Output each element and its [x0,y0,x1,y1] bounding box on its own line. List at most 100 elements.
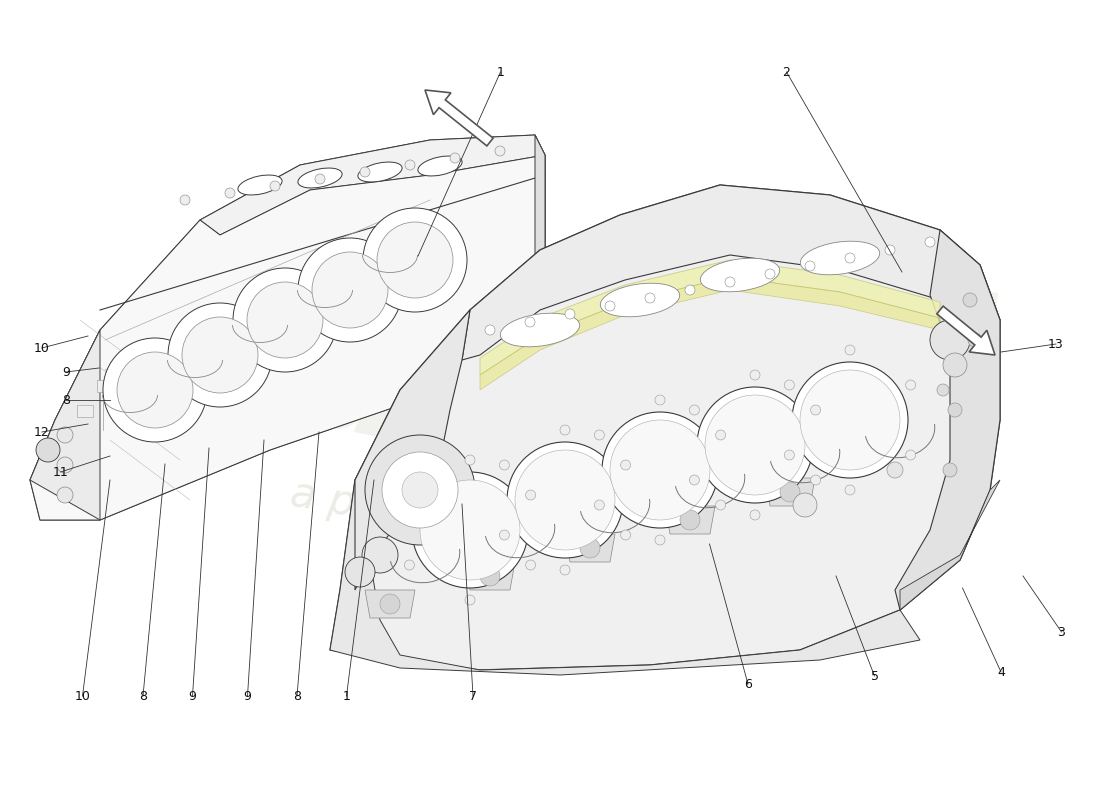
Circle shape [948,403,962,417]
Circle shape [705,395,805,495]
Circle shape [168,303,272,407]
Circle shape [180,195,190,205]
Polygon shape [895,230,1000,610]
Circle shape [943,353,967,377]
Circle shape [792,362,908,478]
Text: 8: 8 [62,394,70,406]
Circle shape [968,333,982,347]
Circle shape [36,438,60,462]
Text: 3: 3 [1057,626,1066,638]
Text: 9: 9 [243,690,252,702]
Circle shape [594,430,604,440]
Circle shape [360,167,370,177]
Polygon shape [565,534,615,562]
Circle shape [925,237,935,247]
Circle shape [784,450,794,460]
Circle shape [594,500,604,510]
Circle shape [800,370,900,470]
Ellipse shape [298,168,342,188]
Circle shape [620,460,630,470]
Polygon shape [97,380,113,392]
Circle shape [248,282,323,358]
Circle shape [845,345,855,355]
Text: 8: 8 [139,690,147,702]
Text: 8: 8 [293,690,301,702]
Circle shape [560,425,570,435]
Polygon shape [200,135,544,235]
Circle shape [725,277,735,287]
Circle shape [811,475,821,485]
Polygon shape [535,135,544,310]
Polygon shape [900,480,1000,610]
Circle shape [103,338,207,442]
Text: 10: 10 [34,342,50,354]
Circle shape [602,412,718,528]
Circle shape [412,472,528,588]
Polygon shape [480,260,940,375]
Circle shape [315,174,324,184]
Circle shape [690,405,700,415]
Text: 9: 9 [188,690,197,702]
Circle shape [780,482,800,502]
Circle shape [690,475,700,485]
Circle shape [937,384,949,396]
Circle shape [943,463,957,477]
Circle shape [526,490,536,500]
Circle shape [610,420,710,520]
Polygon shape [666,506,715,534]
Text: 5: 5 [870,670,879,682]
Circle shape [499,530,509,540]
Circle shape [716,500,726,510]
Circle shape [495,146,505,156]
Circle shape [226,188,235,198]
Text: a passion for...: a passion for... [287,473,593,567]
Text: 1: 1 [342,690,351,702]
Circle shape [465,595,475,605]
Text: 7: 7 [469,690,477,702]
Text: 2: 2 [782,66,791,78]
Polygon shape [77,405,94,417]
Circle shape [57,487,73,503]
Text: 85: 85 [825,268,1014,412]
Circle shape [620,530,630,540]
Circle shape [680,510,700,530]
Text: 1: 1 [496,66,505,78]
Polygon shape [764,478,815,506]
Text: europes: europes [186,281,914,579]
Circle shape [485,325,495,335]
Circle shape [312,252,388,328]
Circle shape [450,153,460,163]
Text: 10: 10 [75,690,90,702]
Text: 11: 11 [53,466,68,478]
Circle shape [565,309,575,319]
Circle shape [750,510,760,520]
Circle shape [811,405,821,415]
Polygon shape [117,355,133,367]
Circle shape [499,460,509,470]
Polygon shape [30,135,544,520]
Circle shape [465,455,475,465]
Circle shape [750,370,760,380]
Circle shape [930,320,970,360]
Circle shape [182,317,258,393]
Circle shape [233,268,337,372]
Circle shape [363,208,468,312]
Circle shape [605,301,615,311]
Circle shape [382,452,458,528]
Circle shape [405,490,415,500]
Text: 4: 4 [997,666,1005,678]
Circle shape [525,317,535,327]
FancyArrow shape [425,90,493,146]
Circle shape [645,293,654,303]
Ellipse shape [500,314,580,346]
Ellipse shape [358,162,403,182]
Circle shape [57,427,73,443]
Circle shape [845,253,855,263]
Circle shape [654,395,666,405]
Circle shape [298,238,402,342]
Polygon shape [365,590,415,618]
Text: 9: 9 [62,366,70,378]
Circle shape [405,160,415,170]
Circle shape [654,535,666,545]
Circle shape [402,472,438,508]
